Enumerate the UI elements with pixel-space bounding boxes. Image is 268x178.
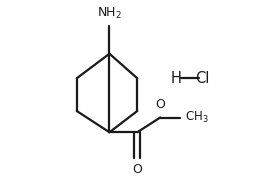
Text: H: H (171, 71, 182, 86)
Text: Cl: Cl (196, 71, 210, 86)
Text: NH$_2$: NH$_2$ (97, 6, 122, 21)
Text: CH$_3$: CH$_3$ (185, 110, 209, 125)
Text: O: O (155, 98, 165, 111)
Text: O: O (132, 163, 142, 176)
